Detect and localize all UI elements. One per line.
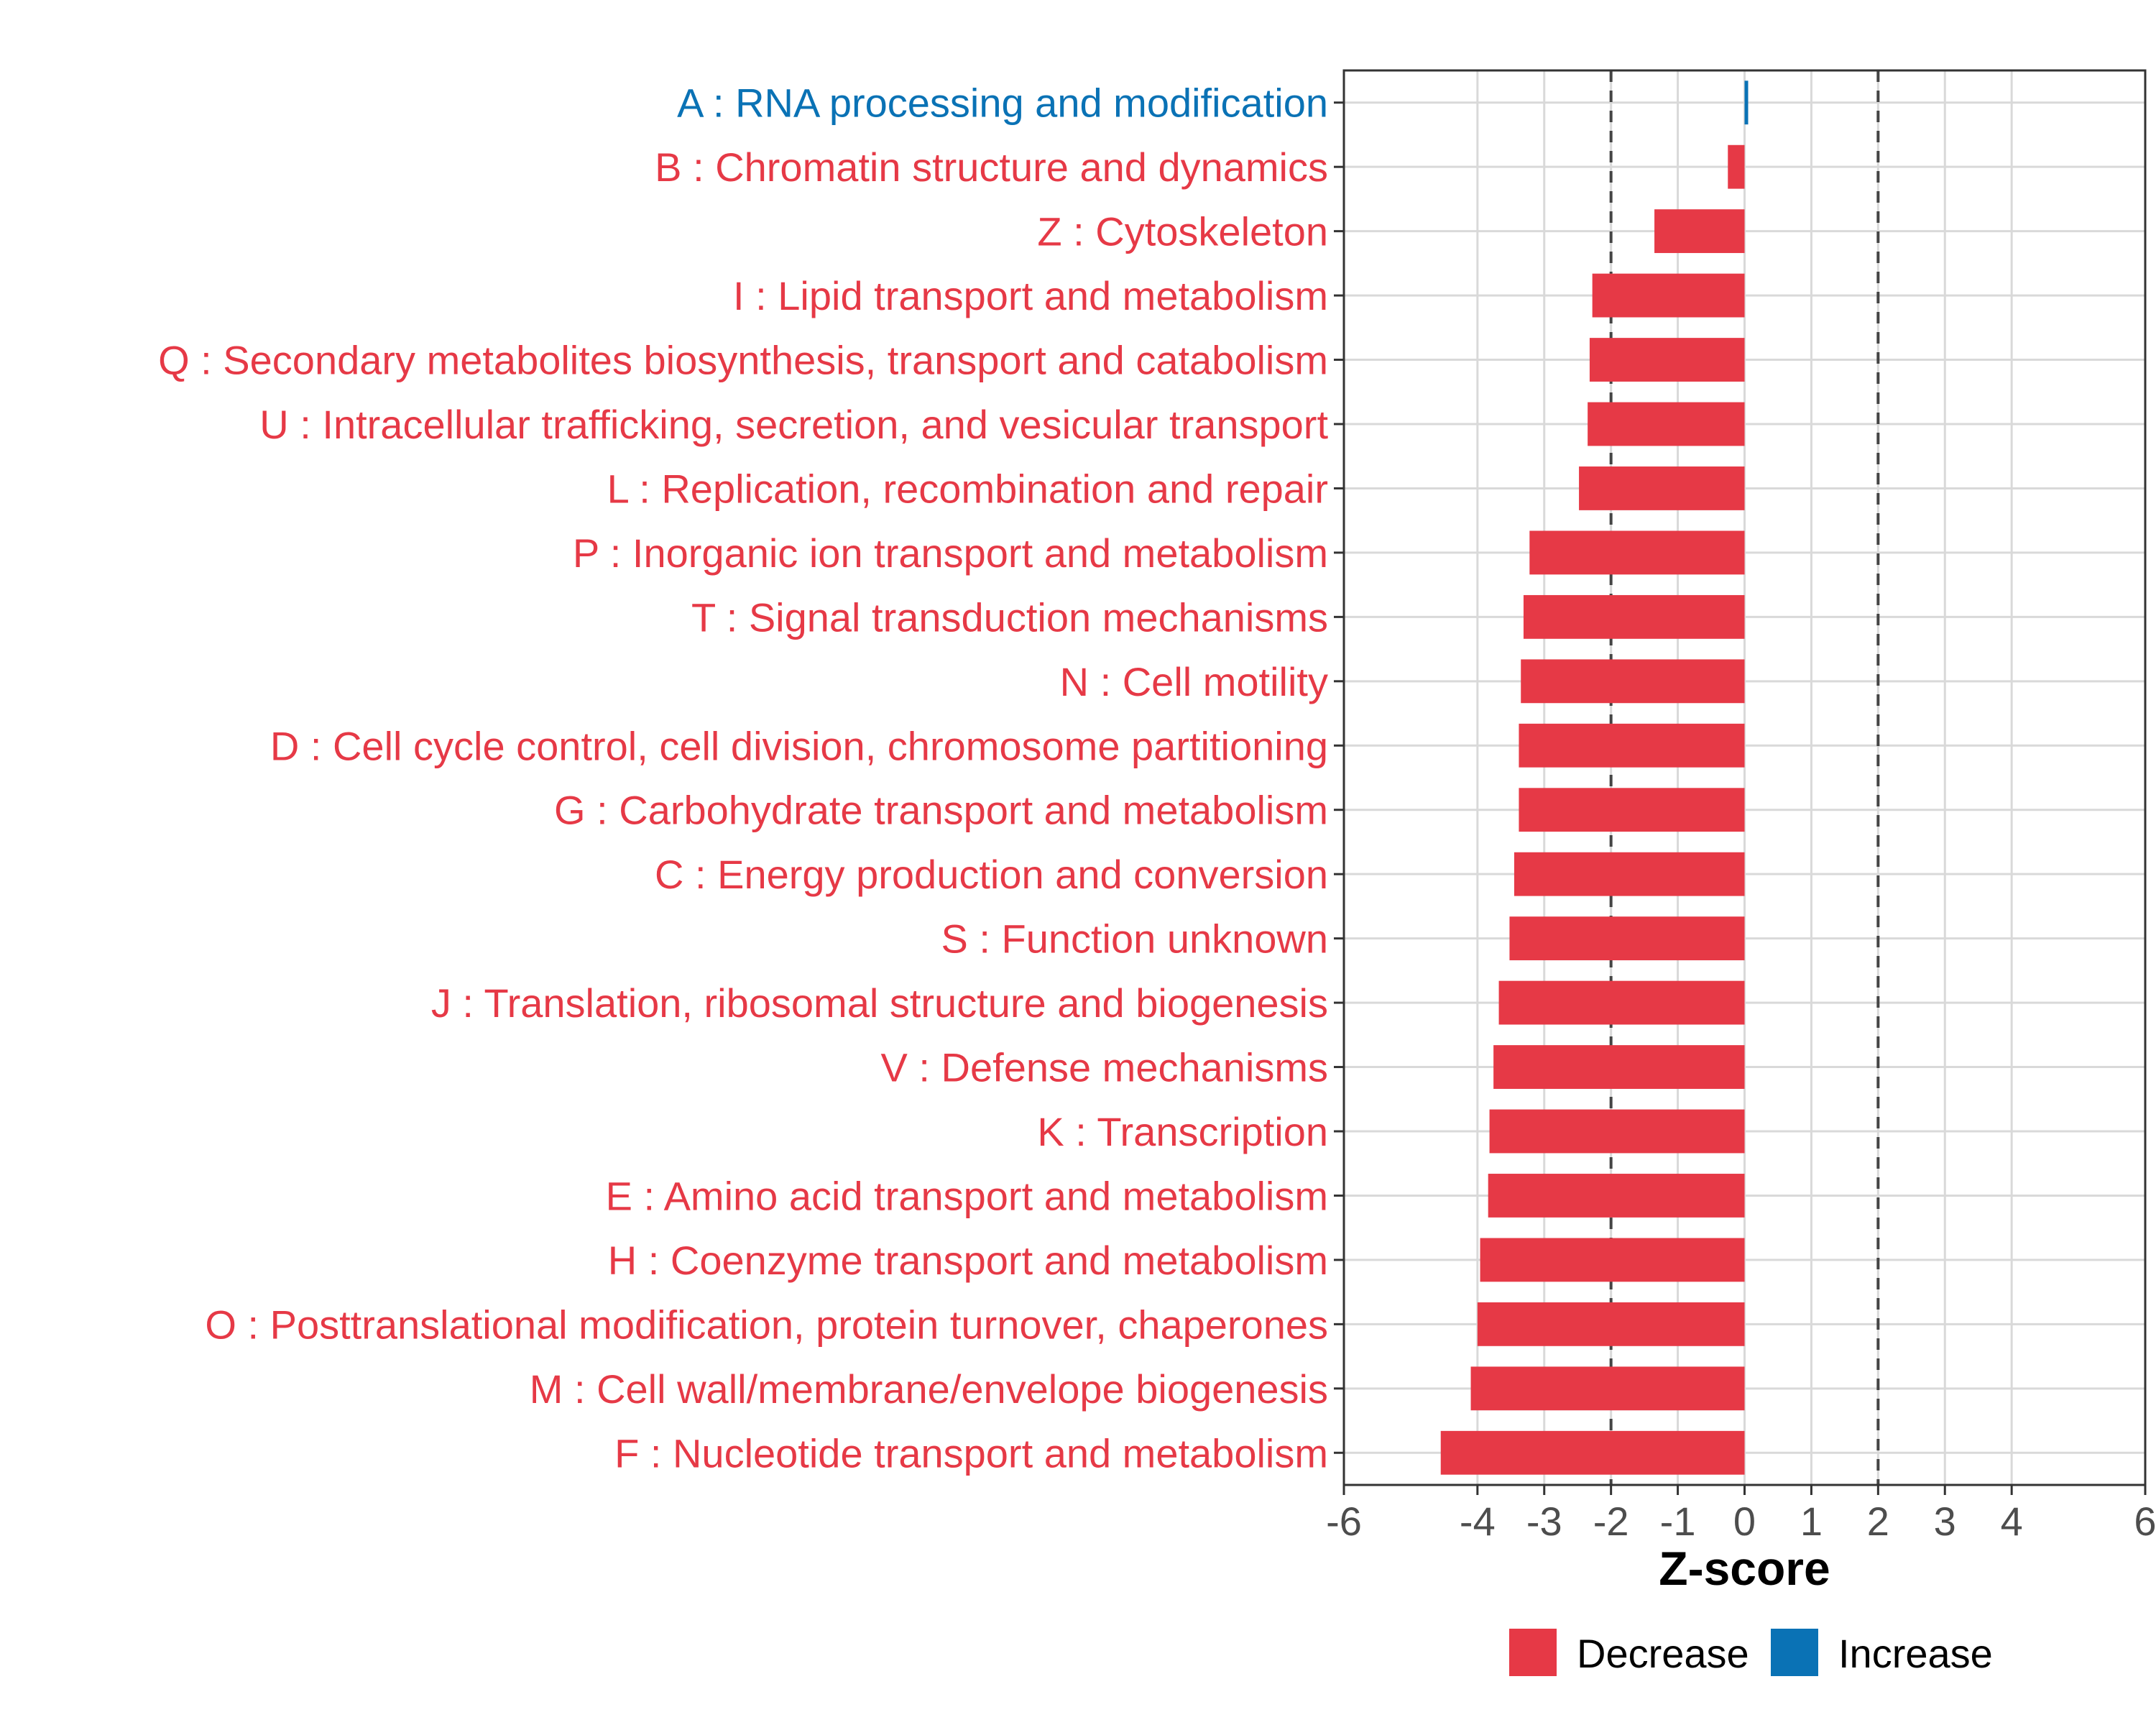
bar — [1440, 1430, 1745, 1475]
bar — [1470, 1366, 1745, 1411]
bar — [1480, 1238, 1745, 1282]
reference-lines — [1609, 70, 1880, 1485]
x-tick-label: -4 — [1460, 1499, 1496, 1544]
category-label: L : Replication, recombination and repai… — [607, 466, 1328, 511]
bar — [1579, 466, 1745, 510]
bar — [1521, 659, 1745, 704]
category-label: S : Function unknown — [941, 916, 1328, 962]
x-tick-label: 4 — [2001, 1499, 2023, 1544]
bar — [1523, 594, 1745, 639]
x-axis-title: Z-score — [1659, 1542, 1830, 1595]
bar — [1489, 1109, 1745, 1154]
category-label: O : Posttranslational modification, prot… — [205, 1302, 1328, 1347]
bar — [1728, 144, 1745, 189]
category-label: T : Signal transduction mechanisms — [691, 594, 1328, 640]
legend: Decrease Increase — [1509, 1629, 1993, 1676]
category-label: E : Amino acid transport and metabolism — [606, 1173, 1328, 1218]
bars — [1440, 80, 1749, 1475]
x-tick-label: -3 — [1526, 1499, 1562, 1544]
category-label: P : Inorganic ion transport and metaboli… — [573, 530, 1328, 576]
x-tick-label: -1 — [1660, 1499, 1696, 1544]
x-tick-label: 3 — [1934, 1499, 1956, 1544]
bar — [1589, 338, 1745, 382]
category-label: B : Chromatin structure and dynamics — [655, 144, 1328, 190]
category-label: H : Coenzyme transport and metabolism — [608, 1238, 1328, 1283]
legend-label: Decrease — [1577, 1631, 1749, 1676]
category-label: K : Transcription — [1037, 1109, 1328, 1154]
bar — [1493, 1045, 1745, 1089]
x-tick-label: 1 — [1800, 1499, 1823, 1544]
bar — [1477, 1302, 1745, 1346]
category-label: Z : Cytoskeleton — [1037, 209, 1328, 254]
bar — [1744, 80, 1749, 125]
legend-label: Increase — [1838, 1631, 1993, 1676]
legend-swatch — [1509, 1629, 1557, 1676]
category-label: F : Nucleotide transport and metabolism — [614, 1430, 1328, 1476]
category-label: I : Lipid transport and metabolism — [733, 273, 1328, 318]
bar — [1654, 209, 1745, 254]
bar — [1529, 530, 1745, 575]
bar — [1498, 980, 1745, 1025]
bar — [1509, 916, 1745, 961]
bar — [1592, 273, 1745, 318]
x-tick-label: 6 — [2134, 1499, 2156, 1544]
category-label: A : RNA processing and modification — [677, 80, 1328, 126]
category-label: M : Cell wall/membrane/envelope biogenes… — [530, 1366, 1328, 1412]
bar — [1519, 788, 1745, 832]
category-labels: A : RNA processing and modification B : C… — [158, 80, 1344, 1476]
x-tick-label: 2 — [1867, 1499, 1889, 1544]
x-tick-label: 0 — [1733, 1499, 1756, 1544]
category-label: C : Energy production and conversion — [655, 852, 1328, 897]
x-axis-ticks: -6 -4 -3 -2 -1 0 1 2 3 4 6 — [1326, 1485, 2156, 1544]
x-tick-label: -6 — [1326, 1499, 1362, 1544]
bar — [1514, 852, 1745, 896]
category-label: Q : Secondary metabolites biosynthesis, … — [158, 338, 1328, 383]
category-label: N : Cell motility — [1060, 659, 1328, 704]
bar — [1588, 402, 1745, 446]
category-label: V : Defense mechanisms — [881, 1045, 1328, 1090]
category-label: J : Translation, ribosomal structure and… — [431, 980, 1328, 1026]
x-tick-label: -2 — [1593, 1499, 1629, 1544]
category-label: G : Carbohydrate transport and metabolis… — [554, 788, 1328, 833]
bar — [1488, 1174, 1745, 1218]
category-label: D : Cell cycle control, cell division, c… — [270, 723, 1328, 768]
bar — [1519, 723, 1745, 768]
category-label: U : Intracellular trafficking, secretion… — [259, 402, 1328, 447]
legend-swatch — [1771, 1629, 1818, 1676]
